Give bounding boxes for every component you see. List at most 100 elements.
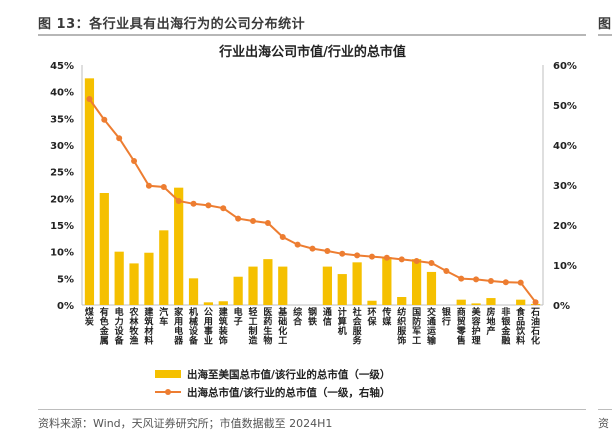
line-point [235, 215, 242, 222]
line-point [532, 299, 539, 306]
line-point [413, 258, 420, 264]
plot-area: 行业出海公司市值/行业的总市值 0% 5% 10% 15% 20% 25% 30% 35% 40%… [50, 44, 577, 399]
line-point [339, 250, 346, 257]
bar [382, 257, 392, 305]
x-tick-label: 有色金属 [99, 306, 110, 346]
bar [456, 299, 466, 305]
line-point [324, 248, 331, 254]
x-tick-label: 公用事业 [203, 307, 213, 346]
x-tick-label: 综合 [293, 306, 303, 327]
y-tick-label-left: 35% [50, 114, 74, 125]
legend-swatch-line-marker [165, 389, 171, 395]
bar [188, 278, 199, 305]
x-tick-label: 煤炭 [85, 306, 94, 327]
bar [218, 301, 228, 305]
y-tick-label-left: 15% [50, 221, 74, 232]
y-tick-label-right: 60% [553, 61, 577, 72]
bar [337, 274, 347, 305]
bar [99, 193, 109, 305]
y-tick-label-left: 20% [50, 194, 74, 205]
bar [263, 259, 273, 305]
x-tick-label: 传媒 [381, 306, 392, 327]
line-point [116, 135, 123, 142]
header-rule [38, 34, 586, 36]
series-line [88, 98, 537, 303]
figure-header: 图 13：各行业具有出海行为的公司分布统计 图 [0, 0, 612, 40]
line-point [145, 182, 152, 189]
line-point [398, 256, 405, 263]
adjacent-header-rule [598, 34, 612, 36]
bar [248, 266, 258, 305]
x-tick-label: 非银金融 [500, 306, 511, 346]
y-tick-label-right: 0% [553, 301, 570, 312]
line-point [250, 218, 257, 224]
bar [233, 276, 243, 305]
x-tick-label: 美容护理 [471, 306, 482, 346]
y-tick-label-right: 10% [553, 261, 577, 272]
x-tick-label: 社会服务 [352, 306, 363, 346]
line-point [131, 158, 138, 164]
footer-rule [38, 409, 586, 410]
y-tick-label-left: 40% [50, 88, 74, 99]
adjacent-source-fragment: 资 [598, 417, 609, 430]
bar [486, 298, 496, 305]
line-point [309, 245, 316, 252]
line-point [517, 279, 524, 286]
x-tick-label: 电力设备 [114, 306, 125, 346]
line-point [279, 234, 286, 240]
x-tick-label: 国防军工 [412, 307, 421, 346]
x-tick-label: 建筑材料 [143, 306, 154, 346]
y-tick-label-right: 50% [553, 101, 577, 112]
y-tick-label-left: 0% [57, 301, 74, 312]
line-point [101, 116, 108, 123]
line-point [502, 279, 509, 286]
x-tick-label: 基础化工 [277, 306, 288, 346]
line-point [175, 198, 182, 204]
x-tick-label: 环保 [366, 307, 377, 327]
x-tick-label: 汽车 [159, 306, 168, 327]
legend-label-line: 出海总市值/该行业的总市值（一级，右轴） [187, 386, 390, 399]
line-point [443, 268, 450, 274]
line-point [354, 252, 361, 259]
bar [159, 230, 169, 305]
bar [397, 297, 407, 305]
y-tick-label-left: 5% [57, 274, 74, 285]
x-tick-label: 机械设备 [188, 306, 199, 346]
x-tick-label: 钢铁 [308, 306, 317, 327]
figure-title: 图 13：各行业具有出海行为的公司分布统计 [38, 17, 306, 32]
bar [367, 300, 377, 305]
x-tick-label: 食品饮料 [515, 306, 526, 346]
x-tick-label: 交通运输 [427, 306, 437, 346]
x-tick-label: 建筑装饰 [218, 306, 229, 346]
legend-swatch-bars [155, 370, 181, 378]
legend-label-bars: 出海至美国总市值/该行业的总市值（一级） [187, 368, 390, 381]
bar [278, 266, 288, 305]
bar [129, 263, 139, 305]
x-tick-label: 轻工制造 [249, 306, 259, 346]
x-tick-label: 银行 [441, 306, 452, 327]
bar [174, 187, 184, 305]
bar [516, 299, 526, 305]
y-tick-label-right: 20% [553, 221, 577, 232]
adjacent-footer-rule [598, 409, 612, 410]
x-tick-label: 农林牧渔 [129, 306, 140, 346]
x-tick-label: 家用电器 [173, 306, 184, 346]
line-point [205, 202, 212, 209]
bar [114, 251, 124, 305]
y-tick-label-right: 30% [553, 181, 577, 192]
chart-title: 行业出海公司市值/行业的总市值 [218, 44, 406, 60]
line-point [458, 275, 465, 282]
y-tick-label-right: 40% [553, 141, 577, 152]
x-tick-label: 通信 [323, 306, 332, 327]
bar [203, 302, 214, 305]
line-point [190, 200, 197, 207]
bar [322, 266, 332, 305]
line-point [220, 205, 227, 212]
bar [144, 252, 154, 305]
y-tick-label-left: 30% [50, 141, 74, 152]
bar [84, 78, 95, 305]
bar [426, 271, 437, 305]
line-point [294, 241, 301, 248]
bar [352, 262, 362, 305]
y-tick-label-left: 25% [50, 168, 74, 179]
